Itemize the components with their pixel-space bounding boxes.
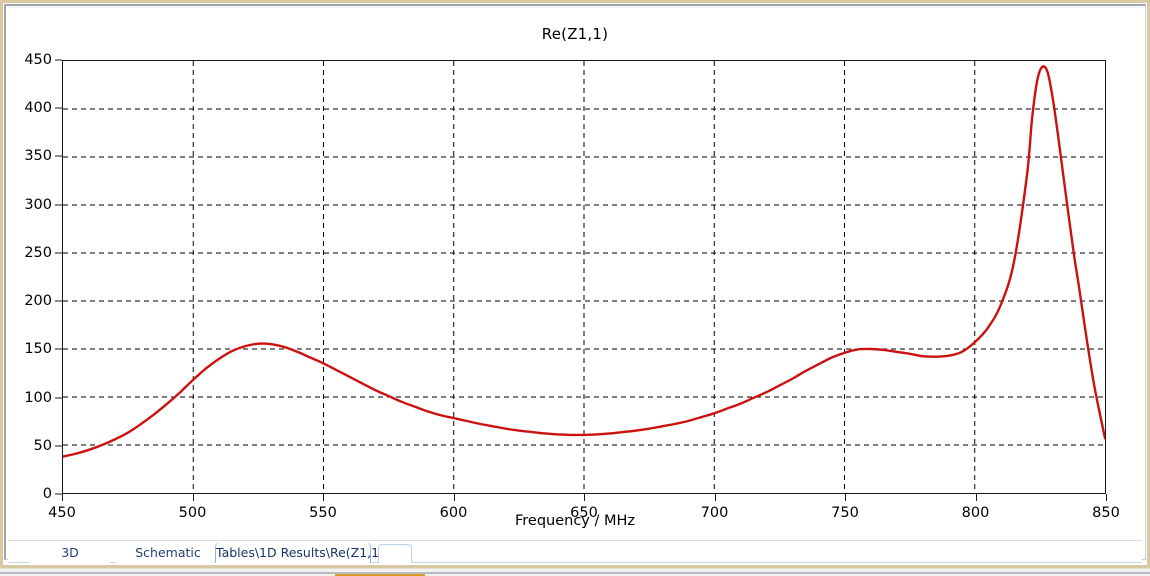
y-tick-label: 450	[24, 52, 52, 68]
y-tick-mark	[55, 155, 62, 157]
x-tick-label: 600	[439, 505, 468, 521]
y-tick-label: 200	[24, 293, 52, 310]
chart-canvas: Re(Z1,1) 0 50 100 150 200 250 300 350 400 450 450…	[8, 8, 1142, 538]
tab-3d[interactable]: 3D	[30, 542, 110, 563]
x-tick-label: 550	[309, 505, 337, 521]
y-tick-mark	[55, 252, 62, 254]
y-tick-mark	[55, 397, 62, 399]
x-tick-mark	[714, 494, 716, 501]
chart-title: Re(Z1,1)	[541, 25, 609, 43]
y-tick-label: 150	[24, 341, 52, 358]
y-tick-label: 300	[24, 196, 52, 213]
y-tick-mark	[55, 493, 62, 495]
x-tick-label: 450	[48, 505, 76, 521]
y-tick-mark	[55, 348, 62, 350]
x-tick-mark	[62, 494, 63, 501]
y-tick-mark	[55, 107, 62, 109]
x-tick-mark	[1106, 494, 1107, 501]
x-tick-mark	[323, 494, 324, 501]
data-curve-re-z11	[63, 61, 1105, 493]
x-tick-label: 700	[700, 505, 729, 521]
tab-schematic-label: Schematic	[135, 544, 201, 560]
tab-schematic[interactable]: Schematic	[116, 542, 220, 563]
x-tick-mark	[453, 494, 455, 501]
x-tick-mark	[845, 494, 846, 501]
tab-3d-label: 3D	[61, 544, 79, 560]
y-tick-label: 100	[24, 389, 52, 406]
x-tick-label: 650	[570, 505, 598, 521]
x-tick-label: 850	[1092, 505, 1120, 521]
y-tick-label: 400	[24, 100, 52, 117]
tab-strip-underline	[8, 562, 1142, 563]
x-tick-mark	[975, 494, 977, 501]
bottom-tab-strip: 3D Schematic Tables\1D Results\Re(Z1,1)	[8, 540, 1142, 563]
taskbar-strip	[0, 572, 1150, 574]
x-tick-label: 500	[178, 505, 207, 521]
x-axis-title: Frequency / MHz	[514, 513, 636, 529]
y-tick-mark	[55, 204, 62, 206]
tab-tables-1d-results-re-z11-label: Tables\1D Results\Re(Z1,1)	[216, 544, 384, 560]
x-tick-label: 750	[831, 505, 859, 521]
x-tick-mark	[192, 494, 194, 501]
plot-area[interactable]	[62, 60, 1106, 494]
y-tick-label: 0	[42, 486, 52, 502]
y-tick-mark	[55, 59, 62, 61]
tab-tables-1d-results-re-z11[interactable]: Tables\1D Results\Re(Z1,1)	[215, 542, 404, 563]
y-tick-label: 250	[24, 244, 52, 261]
tab-new-stub[interactable]	[378, 544, 412, 563]
x-tick-mark	[584, 494, 585, 501]
y-tick-label: 50	[33, 437, 52, 454]
x-tick-label: 800	[961, 505, 990, 521]
y-tick-label: 350	[24, 148, 52, 165]
y-tick-mark	[55, 300, 62, 302]
y-tick-mark	[55, 445, 62, 447]
